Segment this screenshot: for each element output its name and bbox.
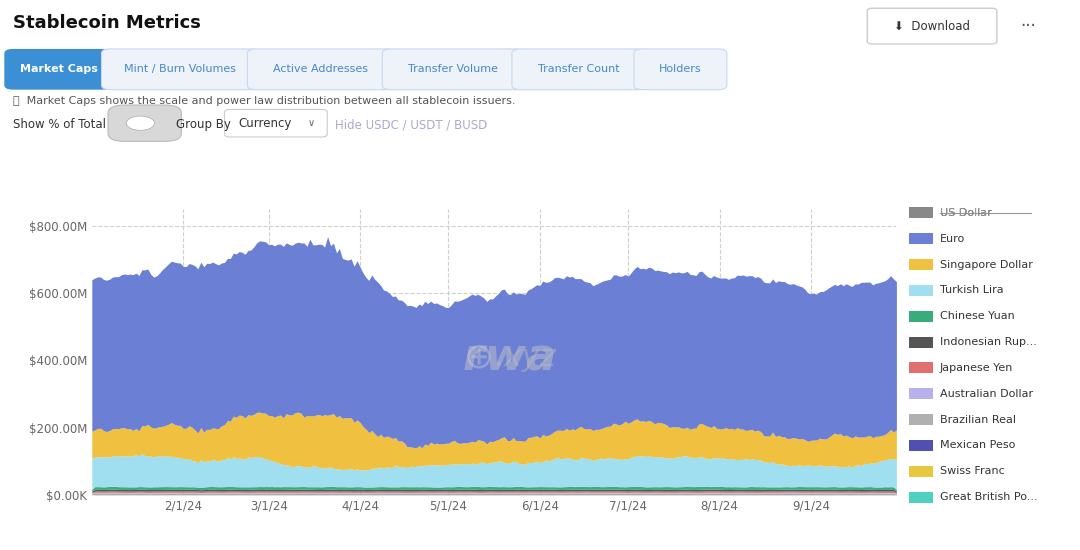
- Text: Chinese Yuan: Chinese Yuan: [940, 311, 1014, 321]
- Text: Group By: Group By: [176, 118, 231, 131]
- Text: Holders: Holders: [659, 64, 702, 74]
- Text: rwa: rwa: [432, 336, 556, 379]
- Text: Turkish Lira: Turkish Lira: [940, 285, 1003, 295]
- Text: .xyz: .xyz: [494, 343, 556, 372]
- Text: Active Addresses: Active Addresses: [273, 64, 368, 74]
- Text: Brazilian Real: Brazilian Real: [940, 415, 1015, 425]
- Text: Market Caps: Market Caps: [19, 64, 98, 74]
- Text: Great British Po...: Great British Po...: [940, 492, 1037, 502]
- Text: Currency: Currency: [238, 117, 292, 130]
- Text: Australian Dollar: Australian Dollar: [940, 389, 1032, 399]
- Text: Euro: Euro: [940, 234, 964, 244]
- Text: US Dollar: US Dollar: [940, 208, 991, 218]
- Text: Swiss Franc: Swiss Franc: [940, 466, 1004, 476]
- Text: US Dollar: US Dollar: [940, 208, 991, 218]
- Text: ⬇  Download: ⬇ Download: [894, 20, 970, 32]
- Text: ∨: ∨: [308, 118, 314, 128]
- Text: Mint / Burn Volumes: Mint / Burn Volumes: [124, 64, 237, 74]
- Text: Hide USDC / USDT / BUSD: Hide USDC / USDT / BUSD: [335, 118, 487, 131]
- Text: ···: ···: [1021, 17, 1036, 35]
- Text: Japanese Yen: Japanese Yen: [940, 363, 1013, 373]
- Text: Transfer Volume: Transfer Volume: [408, 64, 498, 74]
- Text: Transfer Count: Transfer Count: [538, 64, 620, 74]
- Text: ⊕: ⊕: [463, 340, 494, 375]
- Text: Indonesian Rup...: Indonesian Rup...: [940, 337, 1037, 347]
- Text: Stablecoin Metrics: Stablecoin Metrics: [13, 14, 201, 32]
- Text: Mexican Peso: Mexican Peso: [940, 441, 1015, 450]
- Text: Singapore Dollar: Singapore Dollar: [940, 260, 1032, 270]
- Text: ⓘ  Market Caps shows the scale and power law distribution between all stablecoin: ⓘ Market Caps shows the scale and power …: [13, 96, 515, 106]
- Text: Show % of Total: Show % of Total: [13, 118, 106, 131]
